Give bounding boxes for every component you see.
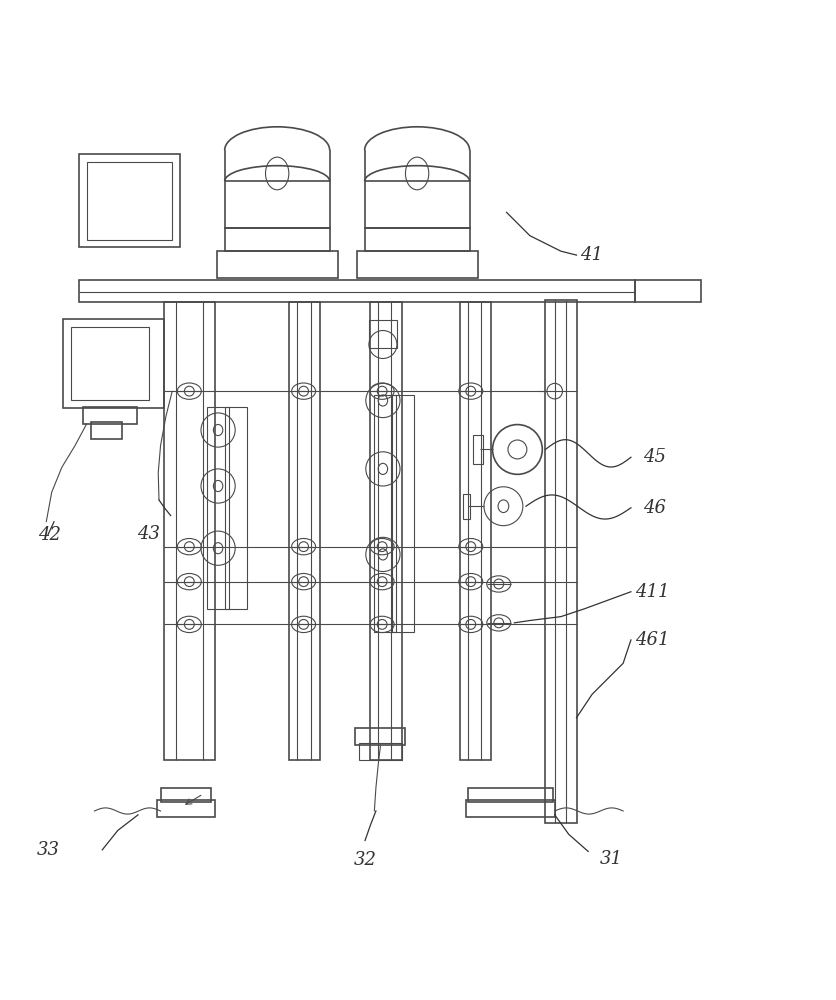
Bar	[225, 228, 330, 251]
Text: 41: 41	[580, 246, 604, 264]
Bar	[369, 320, 397, 348]
Bar	[355, 728, 405, 745]
Bar	[370, 302, 401, 760]
Text: 411: 411	[635, 583, 670, 601]
Bar	[460, 302, 491, 760]
Bar	[87, 162, 172, 240]
Bar	[225, 407, 247, 609]
Bar	[635, 280, 701, 302]
Text: 46: 46	[643, 499, 665, 517]
Text: 42: 42	[38, 526, 62, 544]
Bar	[467, 788, 553, 802]
Bar	[79, 154, 180, 247]
Bar	[90, 422, 122, 439]
Text: 461: 461	[635, 631, 670, 649]
Bar	[365, 228, 470, 251]
Bar	[83, 407, 137, 424]
Bar	[466, 800, 555, 817]
Bar	[288, 302, 320, 760]
Bar	[375, 395, 396, 632]
Bar	[217, 251, 338, 278]
Bar	[365, 181, 470, 228]
Text: 33: 33	[37, 841, 59, 859]
Text: 45: 45	[643, 448, 665, 466]
Bar	[357, 251, 477, 278]
Text: 32: 32	[354, 851, 376, 869]
Bar	[472, 435, 482, 464]
Bar	[545, 300, 577, 823]
Bar	[161, 788, 211, 802]
Bar	[64, 319, 165, 408]
Bar	[392, 395, 414, 632]
Bar	[156, 800, 215, 817]
Text: 31: 31	[599, 850, 623, 868]
Bar	[71, 327, 149, 400]
Bar	[225, 181, 330, 228]
Bar	[79, 280, 635, 302]
Bar	[359, 743, 401, 760]
Text: 43: 43	[137, 525, 161, 543]
Bar	[165, 302, 215, 760]
Bar	[462, 494, 471, 519]
Bar	[207, 407, 229, 609]
